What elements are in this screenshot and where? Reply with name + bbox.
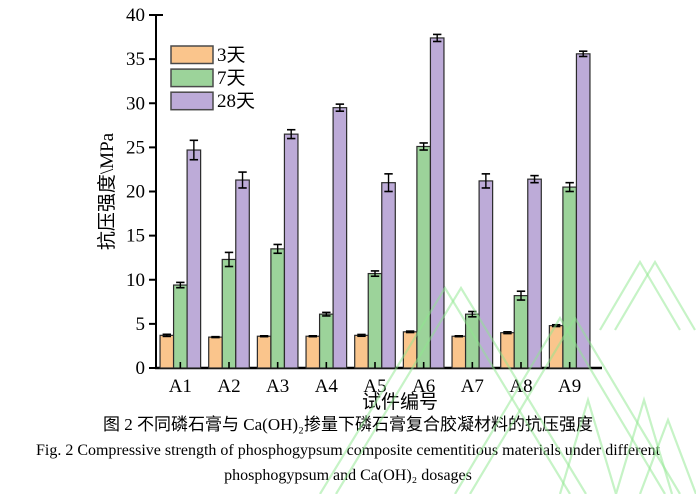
y-tick-label: 5 (136, 314, 146, 335)
bar-a6-s0 (402, 331, 418, 369)
x-tick-label: A3 (266, 376, 289, 397)
bar-a9-s1 (562, 186, 578, 369)
bar-a2-s1 (221, 258, 237, 369)
caption-zh: 图 2 不同磷石膏与 Ca(OH)₂掺量下磷石膏复合胶凝材料的抗压强度 (103, 415, 593, 434)
bar-a9-s2 (575, 53, 591, 369)
figure-chart: 0 5 10 15 20 25 30 35 40 抗压强度\MPa A1 A2 A3 A4 A5 A6 A7 A8… (96, 5, 602, 412)
bar-a7-s2 (478, 180, 494, 369)
legend-label-2: 28天 (217, 91, 255, 112)
legend-swatch-0 (170, 45, 214, 65)
bar-a6-s1 (416, 145, 432, 369)
bar-a8-s0 (500, 332, 515, 369)
caption-en-line2: phosphogypsum and Ca(OH)₂ dosages (224, 467, 472, 484)
y-axis-label: 抗压强度\MPa (96, 132, 118, 250)
bar-a7-s1 (464, 313, 480, 369)
legend-swatch-2 (170, 91, 214, 111)
bar-a1-s2 (186, 149, 202, 369)
y-tick-label: 20 (126, 182, 145, 203)
y-tick-label: 15 (126, 226, 145, 247)
x-tick-label: A1 (169, 376, 192, 397)
y-tick-label: 30 (126, 93, 145, 114)
x-tick-label: A8 (509, 376, 532, 397)
caption-en-line1: Fig. 2 Compressive strength of phosphogy… (35, 442, 661, 459)
legend-label-1: 7天 (217, 68, 246, 89)
bar-a5-s1 (367, 272, 383, 369)
bar-a4-s1 (318, 313, 334, 369)
bar-a2-s0 (208, 336, 223, 369)
y-tick-label: 25 (126, 137, 145, 158)
bar-a5-s0 (354, 334, 369, 369)
bar-a3-s2 (283, 133, 299, 369)
bar-a1-s1 (172, 284, 188, 369)
bar-a7-s0 (451, 335, 467, 369)
legend-label-0: 3天 (217, 45, 246, 66)
bar-a5-s2 (381, 182, 396, 369)
bar-a3-s0 (256, 335, 272, 369)
bar-a8-s1 (513, 295, 529, 369)
x-axis-label: 试件编号 (362, 391, 438, 412)
bar-a9-s0 (548, 325, 564, 369)
x-tick-label: A7 (461, 376, 484, 397)
x-tick-label: A9 (558, 376, 581, 397)
bar-a4-s2 (332, 107, 348, 369)
bar-a1-s0 (159, 334, 175, 369)
bar-a6-s2 (429, 37, 445, 369)
bar-a8-s2 (527, 178, 542, 369)
bar-a2-s2 (235, 179, 250, 369)
y-tick-label: 10 (126, 270, 145, 291)
y-tick-label: 0 (136, 358, 146, 379)
legend-swatch-1 (170, 68, 214, 88)
y-tick-label: 35 (126, 49, 145, 70)
x-tick-label: A2 (217, 376, 240, 397)
bar-a4-s0 (305, 335, 321, 369)
bar-a3-s1 (270, 248, 286, 369)
x-tick-label: A4 (315, 376, 339, 397)
y-tick-label: 40 (126, 5, 145, 26)
